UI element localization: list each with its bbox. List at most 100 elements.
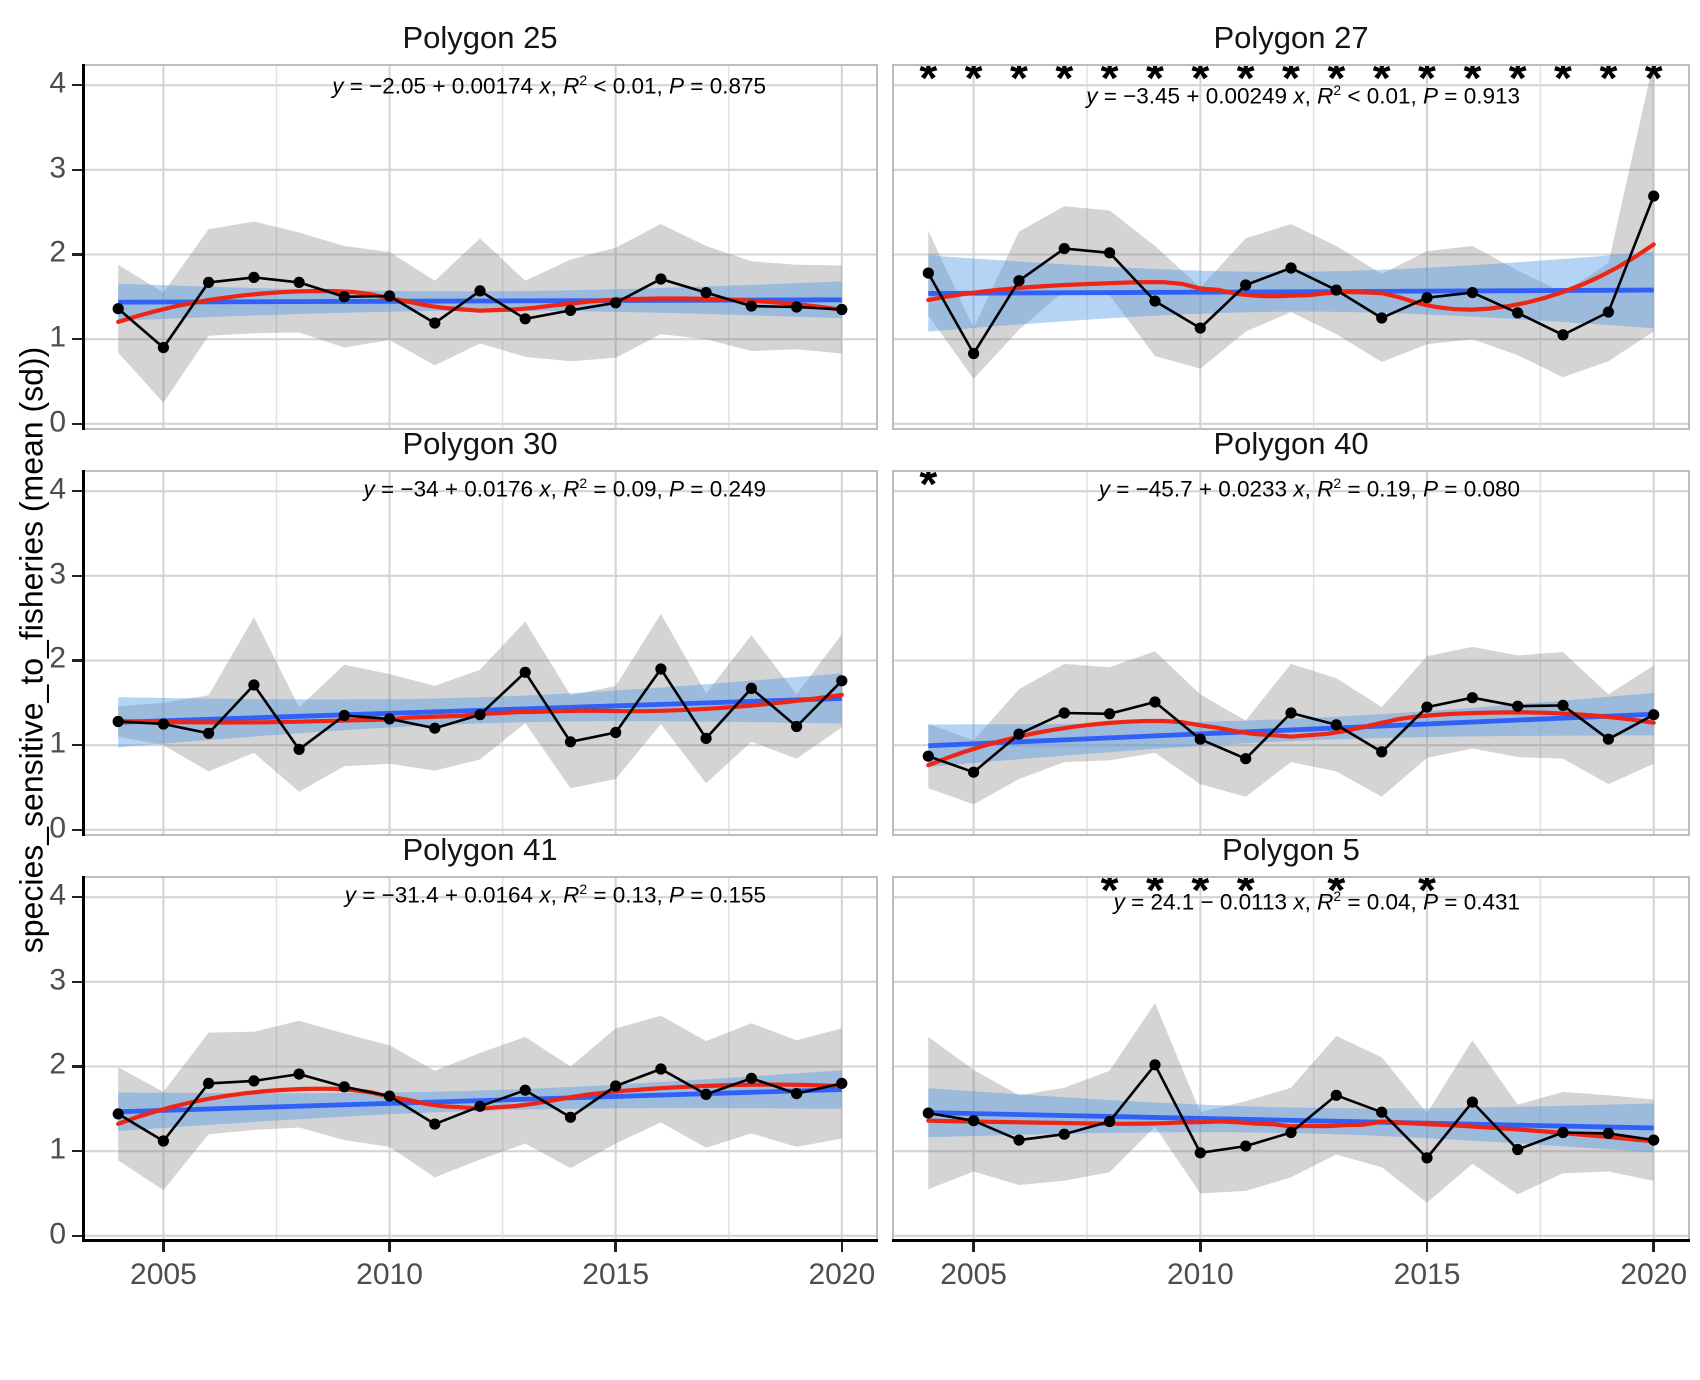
mean-point (745, 1072, 758, 1084)
y-axis-tick (72, 1234, 82, 1238)
loess-smooth-line (926, 710, 1656, 768)
significance-asterisk: * (1373, 64, 1391, 104)
mean-point (383, 713, 396, 725)
mean-point (474, 709, 486, 721)
panel-title-polygon-25: Polygon 25 (402, 20, 558, 55)
significance-asterisk: * (965, 64, 983, 104)
plot-area: * * * * * * * * * * * * * * * * * (892, 64, 1690, 430)
mean-point (1240, 753, 1252, 765)
mean-point (429, 1118, 441, 1130)
y-axis-tick-label: 4 (49, 66, 66, 100)
mean-point (1648, 709, 1660, 721)
significance-asterisk: * (1101, 64, 1119, 104)
mean-point (655, 1063, 667, 1075)
y-axis-tick-label: 3 (49, 557, 66, 591)
y-axis-tick (72, 1065, 82, 1068)
mean-point (1602, 306, 1614, 318)
x-axis-tick-label: 2005 (940, 1258, 1007, 1291)
mean-point (1104, 1115, 1116, 1128)
mean-point (1285, 262, 1297, 274)
mean-point (474, 285, 486, 297)
regression-equation-label: y = −2.05 + 0.00174 x, R2 < 0.01, P = 0.… (332, 72, 766, 99)
mean-point (836, 675, 848, 687)
y-axis-tick (72, 489, 82, 493)
mean-point (157, 342, 169, 354)
mean-point (968, 1115, 980, 1127)
significance-asterisk: * (1146, 64, 1164, 104)
mean-point (1557, 1126, 1569, 1139)
mean-point (610, 297, 622, 309)
mean-point (203, 276, 215, 288)
mean-point (836, 1077, 848, 1089)
y-axis-tick (72, 422, 82, 426)
mean-point (1466, 692, 1478, 704)
mean-point (248, 271, 260, 283)
mean-point (1602, 733, 1614, 745)
x-axis-tick (614, 1242, 617, 1252)
mean-point (564, 304, 577, 316)
significance-asterisk: * (1237, 876, 1255, 916)
mean-point (922, 267, 934, 279)
mean-point (1194, 1147, 1206, 1159)
x-axis-tick (1652, 1242, 1655, 1252)
mean-point (157, 718, 169, 730)
mean-point (1466, 1096, 1478, 1108)
mean-point (112, 1108, 124, 1120)
mean-point (293, 1068, 305, 1080)
x-axis-tick (972, 1242, 975, 1252)
regression-equation-label: y = −34 + 0.0176 x, R2 = 0.09, P = 0.249 (363, 475, 766, 502)
mean-point (1240, 1140, 1252, 1152)
mean-point (791, 1088, 803, 1100)
significance-asterisk: * (1191, 64, 1209, 104)
significance-asterisk: * (1554, 64, 1572, 104)
x-axis-tick-label: 2005 (130, 1258, 197, 1291)
mean-point (203, 727, 215, 739)
mean-point (1104, 708, 1116, 720)
significance-asterisk: * (1282, 64, 1300, 104)
mean-point (248, 1075, 260, 1087)
panel-title-polygon-30: Polygon 30 (402, 426, 558, 461)
mean-point (922, 1107, 934, 1119)
x-axis-tick-label: 2015 (1393, 1258, 1461, 1291)
significance-asterisk: * (1101, 876, 1119, 916)
y-axis-tick-label: 1 (49, 320, 66, 354)
mean-point (968, 766, 980, 778)
mean-point (203, 1077, 215, 1089)
y-axis-tick-label: 2 (49, 642, 66, 676)
significance-asterisk: * (1327, 64, 1345, 104)
y-axis-tick-label: 0 (49, 811, 66, 845)
mean-point (519, 666, 531, 678)
mean-point (610, 1080, 622, 1092)
y-axis-tick-label: 2 (49, 236, 66, 270)
mean-point (1013, 275, 1025, 287)
panel-title-polygon-5: Polygon 5 (1222, 832, 1360, 867)
y-axis-tick (72, 659, 82, 662)
mean-point (1285, 707, 1297, 719)
panel-border (892, 876, 1690, 1242)
mean-point (655, 273, 667, 285)
sd-ribbon (928, 64, 1654, 379)
mean-point (564, 736, 577, 748)
significance-asterisk: * (1599, 64, 1617, 104)
mean-point (1194, 322, 1206, 334)
regression-equation-label: y = 24.1 − 0.0113 x, R2 = 0.04, P = 0.43… (1113, 888, 1520, 915)
plot-panel-polygon-27: * * * * * * * * * * * * * * * * * y = −3.45 + 0.00249 x, … (892, 64, 1690, 430)
plot-area (82, 470, 878, 836)
mean-point (1376, 1106, 1388, 1118)
mean-point (1512, 1143, 1524, 1156)
significance-asterisk: * (1237, 64, 1255, 104)
plot-area (82, 876, 878, 1242)
loess-smooth-line (926, 1118, 1656, 1144)
mean-point (700, 287, 712, 299)
mean-point (338, 709, 350, 722)
panel-border (892, 470, 1690, 836)
significance-asterisk: * (1463, 64, 1481, 104)
panel-title-polygon-27: Polygon 27 (1213, 20, 1369, 55)
y-axis-tick (72, 337, 82, 341)
x-axis-tick (1199, 1242, 1202, 1252)
mean-point (1013, 728, 1025, 740)
y-axis-tick (72, 168, 82, 172)
mean-point (1602, 1127, 1614, 1139)
mean-point (383, 1090, 396, 1102)
